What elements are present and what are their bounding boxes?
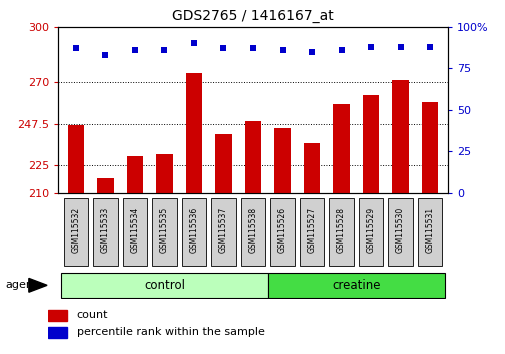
Point [396,44,404,49]
Text: GSM115530: GSM115530 [395,207,405,253]
Bar [48,310,66,321]
Text: GSM115535: GSM115535 [160,207,169,253]
Text: GSM115538: GSM115538 [248,207,257,253]
Point [366,44,374,49]
Text: GSM115532: GSM115532 [71,207,80,253]
Text: GSM115537: GSM115537 [219,207,228,253]
Text: creatine: creatine [331,279,380,292]
Point [425,44,433,49]
Point [131,47,139,53]
FancyBboxPatch shape [270,198,294,266]
Point [72,45,80,51]
Bar [97,178,113,193]
FancyBboxPatch shape [123,198,147,266]
Text: percentile rank within the sample: percentile rank within the sample [77,327,264,337]
Text: GSM115533: GSM115533 [100,207,110,253]
Text: GSM115527: GSM115527 [307,207,316,253]
Polygon shape [29,278,47,292]
Bar [127,156,143,193]
Bar [392,80,408,193]
Bar [156,154,172,193]
FancyBboxPatch shape [152,198,176,266]
Point [189,40,197,46]
Text: GSM115536: GSM115536 [189,207,198,253]
Bar [421,102,437,193]
FancyBboxPatch shape [211,198,235,266]
Text: agent: agent [5,280,37,290]
Point [219,45,227,51]
Point [101,52,109,58]
Point [278,47,286,53]
FancyBboxPatch shape [64,198,88,266]
Point [248,45,257,51]
FancyBboxPatch shape [93,198,117,266]
FancyBboxPatch shape [417,198,441,266]
Text: GDS2765 / 1416167_at: GDS2765 / 1416167_at [172,9,333,23]
Bar [304,143,320,193]
Bar [68,125,84,193]
Bar [215,134,231,193]
FancyBboxPatch shape [358,198,382,266]
Point [308,48,316,54]
FancyBboxPatch shape [181,198,206,266]
Point [337,47,345,53]
Bar [362,95,378,193]
Bar [61,273,267,298]
Text: GSM115531: GSM115531 [425,207,434,253]
FancyBboxPatch shape [329,198,353,266]
FancyBboxPatch shape [299,198,324,266]
Bar [244,121,261,193]
Text: GSM115529: GSM115529 [366,207,375,253]
Point [160,47,168,53]
Text: count: count [77,310,108,320]
Text: GSM115528: GSM115528 [336,207,345,253]
Bar [48,327,66,338]
Bar [267,273,444,298]
Bar [274,128,290,193]
Text: control: control [143,279,185,292]
Bar [333,104,349,193]
FancyBboxPatch shape [240,198,265,266]
FancyBboxPatch shape [388,198,412,266]
Text: GSM115534: GSM115534 [130,207,139,253]
Bar [185,73,201,193]
Text: GSM115526: GSM115526 [277,207,286,253]
